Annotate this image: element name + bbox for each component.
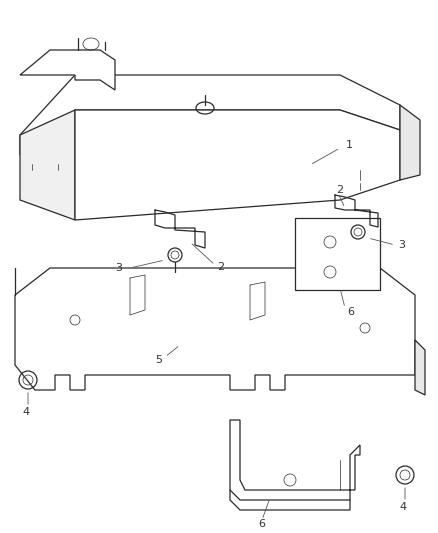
Text: 6: 6 — [347, 307, 354, 317]
Polygon shape — [295, 218, 380, 290]
Text: 2: 2 — [336, 185, 343, 195]
Text: 3: 3 — [398, 240, 405, 250]
Text: 6: 6 — [258, 519, 265, 529]
Polygon shape — [230, 420, 360, 500]
Polygon shape — [15, 268, 415, 390]
Polygon shape — [20, 110, 75, 220]
Polygon shape — [415, 340, 425, 395]
Polygon shape — [75, 110, 400, 220]
Text: 3: 3 — [115, 263, 122, 273]
Text: 1: 1 — [346, 140, 353, 150]
Text: 2: 2 — [217, 262, 224, 272]
Polygon shape — [400, 105, 420, 180]
Text: 4: 4 — [22, 407, 29, 417]
Polygon shape — [20, 75, 400, 155]
Text: 4: 4 — [399, 502, 406, 512]
Text: 5: 5 — [155, 355, 162, 365]
Polygon shape — [20, 50, 115, 90]
